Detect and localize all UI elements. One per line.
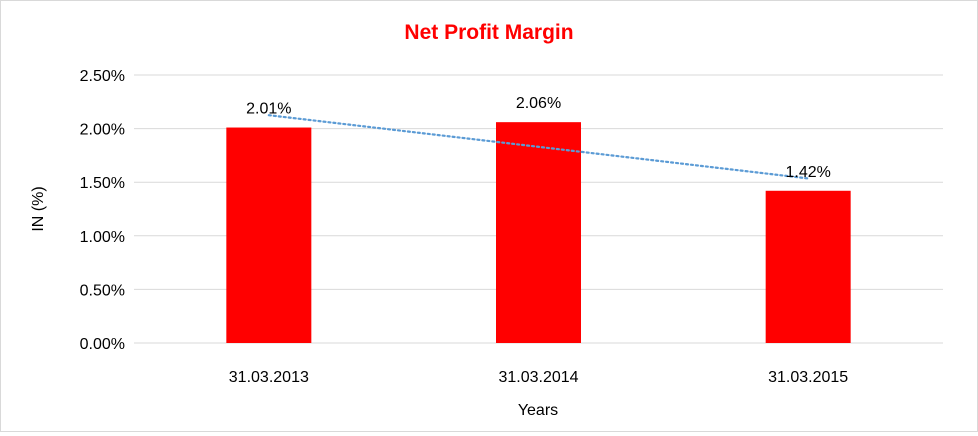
bar (765, 190, 851, 343)
x-axis-title: Years (518, 402, 558, 419)
data-label: 2.01% (246, 101, 291, 118)
y-tick-label: 1.00% (80, 229, 125, 246)
data-label: 2.06% (516, 95, 561, 112)
trendline (267, 114, 810, 180)
bar (496, 122, 581, 343)
bars (226, 122, 851, 343)
y-tick-label: 1.50% (80, 175, 125, 192)
x-tick-label: 31.03.2014 (498, 369, 578, 386)
data-label: 1.42% (785, 164, 830, 181)
y-axis-title: IN (%) (30, 186, 47, 231)
data-labels: 2.01% 2.06% 1.42% (246, 95, 831, 181)
y-axis-ticks: 0.00% 0.50% 1.00% 1.50% 2.00% 2.50% (80, 68, 125, 353)
y-tick-label: 0.50% (80, 282, 125, 299)
y-tick-label: 2.50% (80, 68, 125, 85)
trendline-path (267, 114, 810, 180)
x-tick-label: 31.03.2013 (229, 369, 309, 386)
y-tick-label: 0.00% (80, 336, 125, 353)
bar (226, 127, 312, 343)
y-tick-label: 2.00% (80, 122, 125, 139)
x-axis-ticks: 31.03.2013 31.03.2014 31.03.2015 (229, 369, 849, 386)
x-tick-label: 31.03.2015 (768, 369, 848, 386)
chart-title: Net Profit Margin (404, 21, 573, 44)
